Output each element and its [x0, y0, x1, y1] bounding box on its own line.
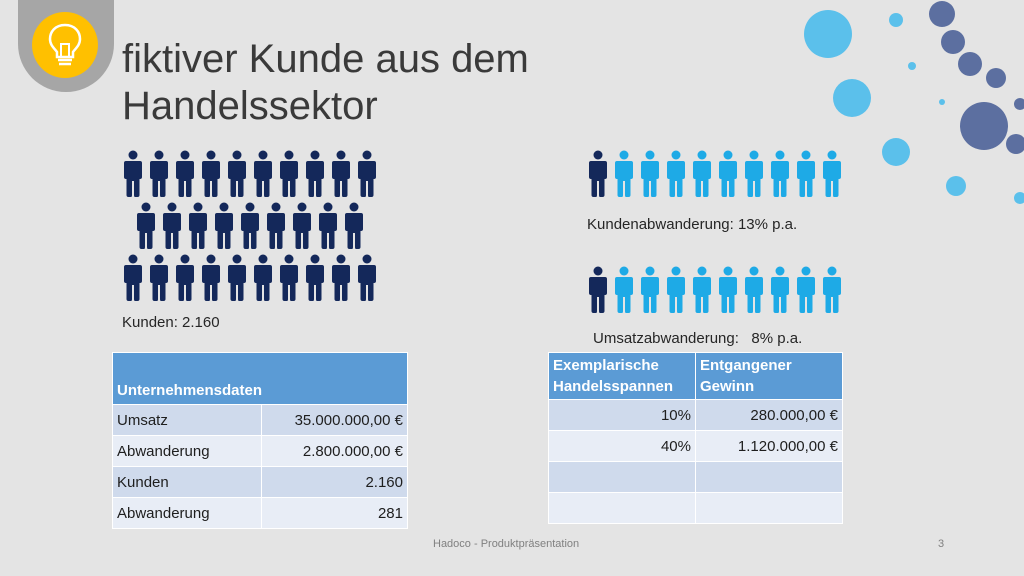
- person-icon: [306, 150, 324, 197]
- person-icon: [797, 150, 815, 197]
- margin-cell: [548, 492, 696, 524]
- table-row: Abwanderung 2.800.000,00 €: [112, 435, 408, 467]
- customer-people-row-1: [120, 150, 380, 198]
- customer-people-row-2: [133, 202, 367, 250]
- person-icon: [319, 202, 337, 249]
- margin-profit-table: Exemplarische Handelsspannen Entgangener…: [548, 352, 843, 524]
- person-icon: [254, 150, 272, 197]
- person-icon: [215, 202, 233, 249]
- person-icon: [797, 266, 815, 313]
- profit-cell: [695, 461, 843, 493]
- person-icon: [280, 254, 298, 301]
- profit-cell: 1.120.000,00 €: [695, 430, 843, 462]
- person-icon: [163, 202, 181, 249]
- person-icon: [150, 150, 168, 197]
- person-icon: [137, 202, 155, 249]
- person-icon: [615, 266, 633, 313]
- person-icon: [719, 266, 737, 313]
- revenue-churn-people: [585, 266, 845, 314]
- margin-header: Exemplarische Handelsspannen: [548, 352, 696, 400]
- person-icon: [771, 150, 789, 197]
- person-icon: [667, 266, 685, 313]
- person-icon: [280, 150, 298, 197]
- person-icon: [176, 254, 194, 301]
- person-icon: [589, 266, 607, 313]
- footer-text: Hadoco - Produktpräsentation: [433, 538, 580, 550]
- person-icon: [641, 150, 659, 197]
- person-icon: [202, 254, 220, 301]
- margin-cell: [548, 461, 696, 493]
- row-value: 35.000.000,00 €: [261, 404, 408, 436]
- person-icon: [719, 150, 737, 197]
- person-icon: [693, 266, 711, 313]
- page-title: fiktiver Kunde aus dem Handelssektor: [122, 37, 529, 128]
- customers-caption: Kunden: 2.160: [122, 314, 220, 331]
- person-icon: [241, 202, 259, 249]
- company-table-header: Unternehmensdaten: [112, 352, 408, 405]
- customer-churn-caption: Kundenabwanderung: 13% p.a.: [587, 216, 798, 233]
- table-row: 40% 1.120.000,00 €: [548, 430, 843, 462]
- row-label: Abwanderung: [112, 435, 262, 467]
- row-value: 2.160: [261, 466, 408, 498]
- person-icon: [745, 150, 763, 197]
- person-icon: [228, 150, 246, 197]
- person-icon: [254, 254, 272, 301]
- table-row: Kunden 2.160: [112, 466, 408, 498]
- logo-badge: [32, 12, 98, 78]
- person-icon: [332, 150, 350, 197]
- row-value: 281: [261, 497, 408, 529]
- person-icon: [306, 254, 324, 301]
- table-row: [548, 461, 843, 493]
- lightbulb-icon: [48, 23, 82, 66]
- customer-churn-people: [585, 150, 845, 198]
- person-icon: [823, 150, 841, 197]
- table-row: Abwanderung 281: [112, 497, 408, 529]
- person-icon: [693, 150, 711, 197]
- person-icon: [667, 150, 685, 197]
- row-value: 2.800.000,00 €: [261, 435, 408, 467]
- person-icon: [332, 254, 350, 301]
- row-label: Abwanderung: [112, 497, 262, 529]
- person-icon: [745, 266, 763, 313]
- person-icon: [228, 254, 246, 301]
- page-number: 3: [938, 538, 945, 550]
- person-icon: [615, 150, 633, 197]
- person-icon: [358, 254, 376, 301]
- person-icon: [823, 266, 841, 313]
- margin-cell: 40%: [548, 430, 696, 462]
- company-data-table: Unternehmensdaten Umsatz 35.000.000,00 €…: [112, 352, 408, 529]
- person-icon: [771, 266, 789, 313]
- person-icon: [124, 254, 142, 301]
- customer-people-row-3: [120, 254, 380, 302]
- profit-cell: [695, 492, 843, 524]
- row-label: Kunden: [112, 466, 262, 498]
- person-icon: [358, 150, 376, 197]
- person-icon: [150, 254, 168, 301]
- person-icon: [641, 266, 659, 313]
- person-icon: [124, 150, 142, 197]
- logo-tab: [18, 0, 114, 92]
- profit-cell: 280.000,00 €: [695, 399, 843, 431]
- profit-header: Entgangener Gewinn: [695, 352, 843, 400]
- table-row: 10% 280.000,00 €: [548, 399, 843, 431]
- person-icon: [202, 150, 220, 197]
- table-row: Umsatz 35.000.000,00 €: [112, 404, 408, 436]
- table-row: [548, 492, 843, 524]
- row-label: Umsatz: [112, 404, 262, 436]
- revenue-churn-caption: Umsatzabwanderung: 8% p.a.: [593, 330, 803, 347]
- person-icon: [189, 202, 207, 249]
- margin-cell: 10%: [548, 399, 696, 431]
- person-icon: [589, 150, 607, 197]
- person-icon: [345, 202, 363, 249]
- person-icon: [293, 202, 311, 249]
- person-icon: [176, 150, 194, 197]
- person-icon: [267, 202, 285, 249]
